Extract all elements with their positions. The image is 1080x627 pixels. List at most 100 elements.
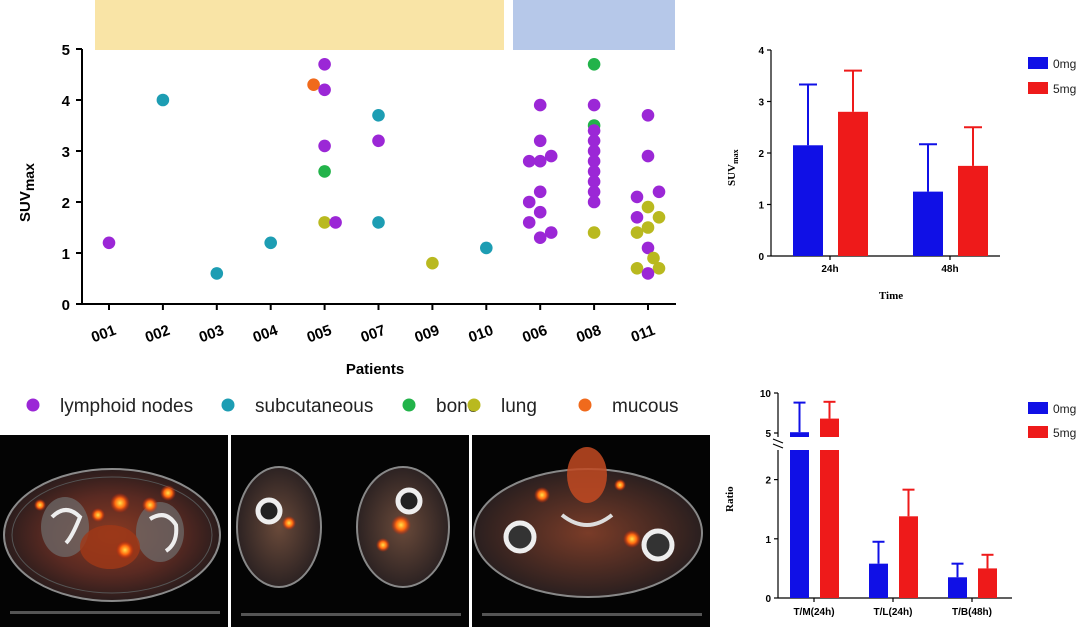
y-tick-label: 3: [758, 98, 764, 109]
data-point: [426, 256, 439, 270]
data-point: [630, 262, 644, 275]
axis-break-mark: [772, 443, 784, 449]
x-tick-label: 005: [305, 322, 334, 347]
y-tick-label: 1: [758, 201, 764, 212]
x-tick-label: 011: [629, 322, 658, 346]
data-point: [522, 195, 536, 209]
data-point: [318, 83, 331, 97]
bar: [958, 165, 988, 256]
data-point: [372, 134, 385, 148]
data-point: [318, 165, 331, 178]
data-point: [264, 236, 278, 250]
data-point: [587, 165, 601, 178]
pet-scan-image-thighs: [231, 435, 469, 627]
data-point: [318, 216, 331, 229]
bar: [790, 450, 809, 598]
x-tick-label: 002: [143, 322, 172, 347]
group-bar: [513, 0, 675, 50]
data-point: [156, 93, 170, 107]
x-tick-label: 004: [251, 322, 281, 347]
data-point: [480, 241, 493, 255]
bar: [948, 577, 967, 598]
legend-swatch: [1028, 426, 1048, 438]
data-point: [587, 226, 601, 239]
x-tick-label: 007: [359, 322, 388, 347]
data-point: [587, 154, 601, 168]
data-point: [652, 185, 666, 199]
data-point: [587, 134, 601, 148]
legend-swatch: [1028, 82, 1048, 94]
data-point: [544, 149, 558, 163]
y-axis-title: Ratio: [724, 486, 736, 512]
legend-marker: [26, 398, 40, 412]
data-point: [652, 262, 666, 275]
data-point: [587, 175, 601, 188]
x-axis-title: Patients: [346, 361, 404, 378]
y-axis-title: SUVmax: [726, 149, 740, 186]
data-point: [533, 205, 547, 219]
data-point: [522, 216, 536, 229]
bar: [820, 418, 839, 437]
data-point: [641, 241, 655, 255]
y-tick-label: 10: [760, 389, 772, 400]
data-point: [372, 109, 385, 122]
y-tick-label: 2: [758, 149, 764, 160]
data-point: [652, 211, 666, 224]
x-tick-label: 008: [574, 322, 603, 347]
x-tick-label: 009: [412, 322, 441, 347]
legend-label: lymphoid nodes: [60, 396, 193, 417]
x-tick-label: 24h: [821, 264, 838, 275]
data-point: [533, 154, 547, 168]
group-bar: [95, 0, 504, 50]
legend-marker: [221, 398, 235, 412]
y-tick-label: 3: [62, 144, 70, 161]
bar: [793, 145, 823, 256]
x-tick-label: 006: [520, 322, 549, 347]
bar: [869, 563, 888, 598]
y-tick-label: 1: [62, 246, 70, 263]
y-tick-label: 1: [765, 535, 771, 546]
legend-label: subcutaneous: [255, 396, 373, 417]
legend-label: 5mg: [1053, 426, 1076, 440]
bar: [790, 432, 809, 437]
data-point: [587, 144, 601, 158]
y-tick-label: 2: [765, 476, 771, 487]
bar: [820, 450, 839, 598]
y-tick-label: 0: [62, 297, 70, 314]
legend-swatch: [1028, 402, 1048, 414]
data-point: [533, 231, 547, 244]
x-tick-label: T/M(24h): [793, 607, 834, 618]
y-tick-label: 5: [62, 42, 70, 59]
legend-marker: [467, 398, 481, 412]
y-tick-label: 4: [62, 93, 71, 110]
legend-label: 0mg: [1053, 402, 1076, 416]
y-tick-label: 0: [765, 594, 771, 605]
data-point: [641, 149, 655, 163]
y-tick-label: 2: [62, 195, 70, 212]
scatter-chart: 0 1 2 3 4 5 001 002 003 004 005 007 009 010 006 008 011 P…: [17, 0, 679, 417]
legend-label: lung: [501, 396, 537, 417]
data-point: [641, 109, 655, 122]
data-point: [307, 78, 320, 91]
legend-label: mucous: [612, 396, 679, 417]
data-point: [641, 221, 655, 234]
x-tick-label: 003: [197, 322, 226, 347]
data-point: [641, 267, 655, 280]
legend-label: bone: [436, 396, 478, 417]
data-point: [533, 98, 547, 112]
data-point: [210, 267, 224, 280]
bar: [899, 516, 918, 598]
data-point: [587, 98, 601, 112]
legend-marker: [578, 398, 592, 412]
y-tick-label: 5: [765, 429, 771, 440]
x-tick-label: 010: [466, 322, 495, 347]
pet-scan-image-pelvis: [0, 435, 228, 627]
data-point: [372, 216, 385, 229]
y-tick-label: 4: [758, 46, 764, 57]
data-point: [587, 58, 601, 71]
data-point: [318, 58, 331, 71]
data-point: [329, 216, 342, 229]
data-point: [630, 226, 644, 239]
x-tick-label: 48h: [941, 264, 958, 275]
pet-scan-image-hips: [472, 435, 710, 627]
